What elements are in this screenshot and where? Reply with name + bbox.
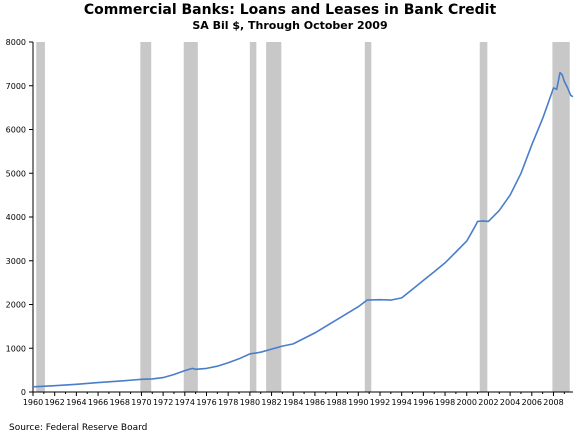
recession-band-1 [140, 42, 152, 392]
x-tick-label: 2004 [500, 398, 520, 407]
chart-title: Commercial Banks: Loans and Leases in Ba… [83, 2, 497, 18]
recession-band-6 [479, 42, 488, 392]
y-tick-label: 8000 [6, 38, 26, 47]
x-tick-label: 1982 [261, 398, 281, 407]
y-tick-label: 6000 [6, 126, 26, 135]
x-tick-label: 1992 [370, 398, 390, 407]
x-tick-label: 1968 [110, 398, 130, 407]
x-tick-label: 2006 [522, 398, 542, 407]
x-tick-label: 1996 [413, 398, 433, 407]
y-tick-label: 1000 [6, 344, 26, 353]
recession-band-2 [183, 42, 198, 392]
recession-band-4 [266, 42, 282, 392]
y-tick-label: 4000 [6, 213, 26, 222]
y-tick-label: 2000 [6, 301, 26, 310]
x-tick-label: 1988 [326, 398, 346, 407]
x-tick-label: 1984 [283, 398, 303, 407]
x-tick-label: 1998 [435, 398, 455, 407]
x-tick-label: 1976 [196, 398, 216, 407]
x-tick-label: 1980 [240, 398, 260, 407]
y-tick-label: 0 [21, 388, 26, 397]
x-tick-label: 2000 [457, 398, 477, 407]
x-tick-label: 2008 [543, 398, 563, 407]
y-tick-label: 3000 [6, 257, 26, 266]
x-tick-label: 1966 [88, 398, 108, 407]
source-note: Source: Federal Reserve Board [9, 423, 148, 433]
x-tick-label: 1994 [391, 398, 411, 407]
x-tick-label: 2002 [478, 398, 498, 407]
chart-subtitle: SA Bil $, Through October 2009 [192, 19, 388, 32]
x-tick-label: 1962 [45, 398, 65, 407]
x-tick-label: 1960 [23, 398, 43, 407]
x-tick-label: 1970 [131, 398, 151, 407]
y-tick-label: 5000 [6, 169, 26, 178]
series-line-0 [32, 71, 574, 388]
recession-band-7 [552, 42, 570, 392]
recession-band-5 [364, 42, 372, 392]
recession-band-0 [36, 42, 45, 392]
y-tick-label: 7000 [6, 82, 26, 91]
x-tick-label: 1986 [305, 398, 325, 407]
x-tick-label: 1990 [348, 398, 368, 407]
x-tick-label: 1978 [218, 398, 238, 407]
x-tick-label: 1964 [66, 398, 86, 407]
recession-band-3 [249, 42, 257, 392]
x-tick-label: 1972 [153, 398, 173, 407]
x-tick-label: 1974 [175, 398, 195, 407]
